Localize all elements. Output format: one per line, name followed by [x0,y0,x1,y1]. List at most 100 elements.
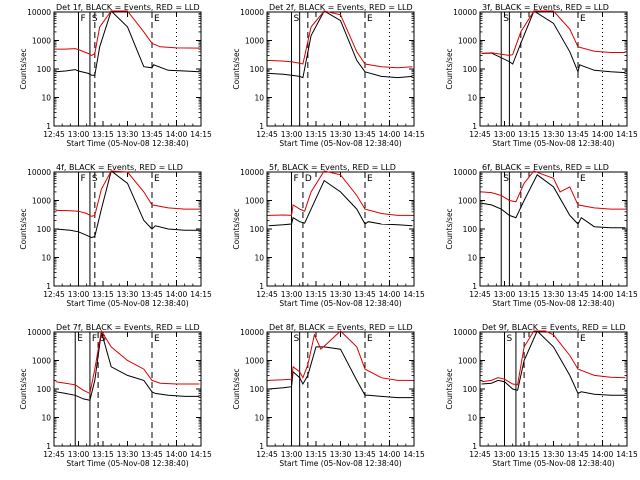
panel-title: Det 2f, BLACK = Events, RED = LLD [269,3,413,12]
x-tick-label: 13:45 [141,450,163,459]
marker-label: E [367,334,373,344]
x-tick-label: 13:45 [141,130,163,139]
events-series-line [55,331,200,401]
marker-label: F [81,14,86,24]
y-axis-title: Counts/sec [445,368,454,409]
x-tick-label: 13:30 [543,450,565,459]
y-tick-label: 1000 [458,37,477,46]
y-tick-label: 10 [41,414,51,423]
x-tick-label: 13:00 [68,450,90,459]
y-tick-label: 1000 [458,197,477,206]
marker-label: S [294,14,300,24]
x-tick-label: 13:45 [354,290,376,299]
x-tick-label: 12:45 [43,450,65,459]
panel-title: 6f, BLACK = Events, RED = LLD [482,163,609,172]
x-tick-label: 13:45 [567,130,589,139]
lld-series-line [55,170,200,217]
x-tick-label: 12:45 [469,450,491,459]
plot-frame [53,331,202,447]
y-axis-title: Counts/sec [19,208,28,249]
y-tick-label: 100 [250,225,265,234]
x-tick-label: 13:30 [330,450,352,459]
y-tick-label: 1000 [458,357,477,366]
x-tick-label: 14:00 [592,130,614,139]
marker-label: F [294,174,299,184]
x-tick-label: 14:00 [166,290,188,299]
x-axis-title: Start Time (05-Nov-08 12:38:40) [66,459,188,468]
x-tick-label: 14:15 [616,450,638,459]
y-tick-label: 100 [463,225,478,234]
y-tick-label: 1 [259,282,264,291]
x-tick-label: 13:00 [281,290,303,299]
y-tick-label: 100 [463,385,478,394]
marker-label: E [77,334,83,344]
x-tick-label: 14:15 [403,290,425,299]
lld-series-line [481,10,626,56]
events-series-line [481,174,626,229]
y-tick-label: 10000 [453,328,477,337]
x-tick-label: 13:15 [92,290,114,299]
panel-8: Det 8f, BLACK = Events, RED = LLD 1 10 100 1… [232,323,425,468]
plot-frame [53,11,202,127]
x-tick-label: 14:00 [379,290,401,299]
y-tick-label: 100 [463,65,478,74]
plot-frame [53,171,202,287]
x-tick-label: 13:30 [330,130,352,139]
plot-frame [479,331,628,447]
y-tick-label: 1000 [245,197,264,206]
x-tick-label: 13:30 [543,130,565,139]
y-axis-title: Counts/sec [232,48,241,89]
y-tick-label: 1 [46,122,51,131]
x-tick-label: 14:15 [190,450,212,459]
y-tick-label: 1 [472,442,477,451]
y-axis-title: Counts/sec [19,48,28,89]
x-axis-title: Start Time (05-Nov-08 12:38:40) [492,139,614,148]
x-tick-label: 12:45 [469,130,491,139]
y-axis-title: Counts/sec [19,368,28,409]
x-axis-title: Start Time (05-Nov-08 12:38:40) [66,299,188,308]
x-tick-label: 13:15 [92,450,114,459]
panel-2: Det 2f, BLACK = Events, RED = LLD 1 10 100 1… [232,3,425,148]
y-tick-label: 1 [259,122,264,131]
marker-label: F [81,174,86,184]
y-tick-label: 1 [259,442,264,451]
y-tick-label: 10000 [240,328,264,337]
events-series-line [55,10,200,76]
y-tick-label: 10 [467,414,477,423]
panel-5: 5f, BLACK = Events, RED = LLD 1 10 100 1000 1… [232,163,425,308]
y-tick-label: 100 [250,65,265,74]
y-tick-label: 10 [254,254,264,263]
marker-label: S [92,174,98,184]
x-tick-label: 13:00 [281,130,303,139]
plot-frame [266,171,415,287]
marker-label: S [503,14,509,24]
events-series-line [268,179,413,227]
y-tick-label: 1000 [32,357,51,366]
x-tick-label: 13:00 [494,130,516,139]
y-axis-title: Counts/sec [232,208,241,249]
x-tick-label: 13:30 [543,290,565,299]
x-tick-label: 12:45 [256,290,278,299]
lld-series-line [481,170,626,210]
x-tick-label: 13:30 [117,130,139,139]
y-tick-label: 10000 [240,8,264,17]
y-axis-title: Counts/sec [445,48,454,89]
y-tick-label: 1 [46,282,51,291]
x-axis-title: Start Time (05-Nov-08 12:38:40) [279,459,401,468]
x-tick-label: 13:15 [518,290,540,299]
x-axis-title: Start Time (05-Nov-08 12:38:40) [279,139,401,148]
marker-label: E [154,174,160,184]
y-axis-title: Counts/sec [232,368,241,409]
plot-frame [479,171,628,287]
events-series-line [481,10,626,74]
y-tick-label: 100 [37,65,52,74]
marker-label: E [367,14,373,24]
x-tick-label: 13:00 [281,450,303,459]
y-tick-label: 100 [250,385,265,394]
x-tick-label: 12:45 [256,450,278,459]
y-tick-label: 100 [37,385,52,394]
x-tick-label: 14:15 [403,450,425,459]
y-axis-title: Counts/sec [445,208,454,249]
x-tick-label: 14:00 [592,290,614,299]
